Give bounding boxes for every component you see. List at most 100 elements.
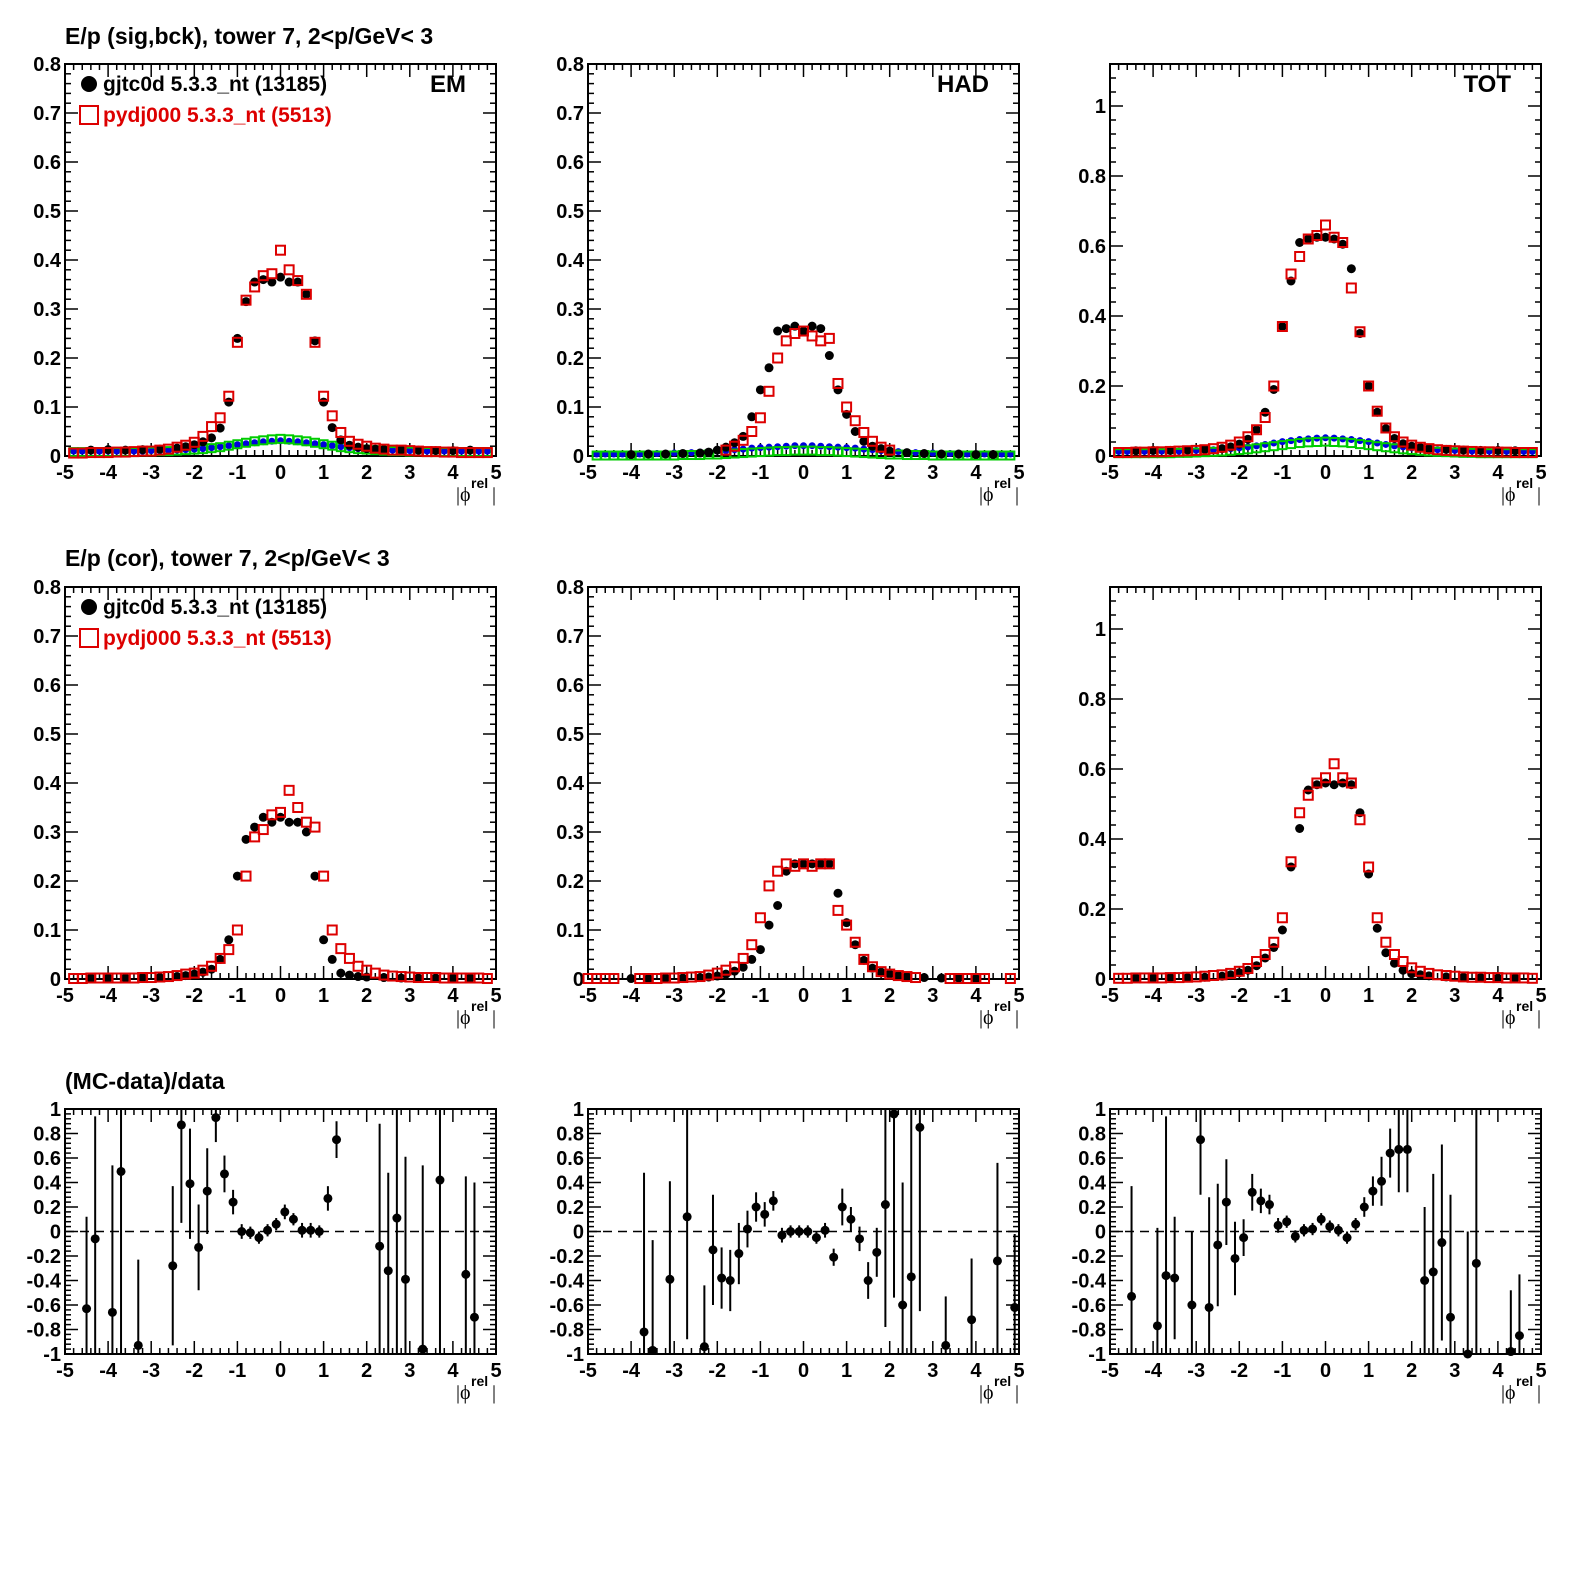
data-point xyxy=(461,1269,471,1279)
data-point xyxy=(712,445,722,455)
panel-sigbck-em: -5 -4 -3 -2 -1 0 1 2 3 4 5 0 0.1 0.2 0.3 0.4 0.5 0.6 0.7 0.… xyxy=(33,54,501,506)
data-point xyxy=(1320,772,1331,784)
data-point xyxy=(755,945,765,955)
data-point xyxy=(242,440,250,448)
data-point xyxy=(850,940,860,950)
data-point xyxy=(326,410,338,422)
data-point xyxy=(1385,1148,1395,1158)
y-tick-label: -0.2 xyxy=(27,1246,61,1268)
data-point xyxy=(318,390,330,402)
data-point xyxy=(742,1224,752,1234)
data-point xyxy=(1476,973,1486,983)
data-point xyxy=(130,447,138,455)
data-point xyxy=(859,436,869,446)
data-point xyxy=(954,449,964,459)
y-tick-label: -0.8 xyxy=(1072,1320,1106,1342)
y-tick-label: -1 xyxy=(43,1344,61,1366)
y-tick-label: 0.8 xyxy=(1078,1124,1106,1146)
series-mc xyxy=(1113,219,1538,458)
y-tick-label: 0.8 xyxy=(33,1124,61,1146)
x-axis-title-superscript: rel xyxy=(471,475,488,491)
y-tick-label: 1 xyxy=(1095,619,1106,641)
data-point xyxy=(1308,1224,1318,1234)
data-point xyxy=(936,449,946,459)
panel-sigbck-had: -5 -4 -3 -2 -1 0 1 2 3 4 5 0 0.1 0.2 0.3 0.4 0.5 0.6 0.7 0.… xyxy=(556,54,1024,506)
x-tick-label: -2 xyxy=(708,462,726,484)
y-tick-label: -0.6 xyxy=(27,1295,61,1317)
x-axis-title-bar: | xyxy=(1537,1382,1541,1404)
data-point xyxy=(406,447,414,455)
data-point xyxy=(245,1228,255,1238)
x-ticks xyxy=(1109,1109,1542,1354)
data-point xyxy=(747,954,757,964)
data-point xyxy=(292,275,304,287)
data-point xyxy=(164,446,172,454)
data-point xyxy=(643,974,653,984)
x-axis-title-bar: | xyxy=(1537,484,1541,506)
data-point xyxy=(233,441,241,449)
series-data xyxy=(639,1109,1020,1355)
x-tick-label: -4 xyxy=(1144,985,1163,1007)
data-point xyxy=(737,434,749,446)
panel-corner-label: TOT xyxy=(1463,71,1511,98)
legend-label-data: gjtc0d 5.3.3_nt (13185) xyxy=(103,73,327,96)
data-point xyxy=(337,443,345,451)
y-tick-label: 1 xyxy=(50,1099,61,1121)
x-tick-label: 2 xyxy=(361,1360,372,1382)
data-point xyxy=(418,1344,428,1354)
data-point xyxy=(90,1234,100,1244)
data-point xyxy=(1371,912,1383,924)
data-point xyxy=(936,973,946,983)
data-point xyxy=(803,1227,813,1236)
data-point xyxy=(224,935,234,945)
data-point xyxy=(1242,431,1254,443)
data-point xyxy=(284,277,294,287)
data-point xyxy=(1200,444,1210,454)
data-point xyxy=(894,448,902,456)
data-point xyxy=(846,1214,856,1224)
x-axis-title-bar: | xyxy=(492,1007,496,1029)
data-point xyxy=(1251,956,1263,967)
data-point xyxy=(335,943,347,955)
data-point xyxy=(1471,1258,1481,1268)
y-tick-label: 0.4 xyxy=(1078,1173,1107,1195)
data-point xyxy=(1346,264,1356,274)
data-point xyxy=(781,324,791,334)
y-tick-label: 0.8 xyxy=(33,577,61,599)
data-point xyxy=(1371,405,1383,417)
data-point xyxy=(773,901,783,910)
x-tick-label: 2 xyxy=(361,985,372,1007)
data-point xyxy=(448,973,458,983)
data-point xyxy=(639,1327,649,1337)
data-point xyxy=(1165,445,1175,455)
data-point xyxy=(1165,973,1175,983)
x-tick-label: -5 xyxy=(56,1360,74,1382)
data-point xyxy=(1183,973,1193,983)
x-tick-label: -2 xyxy=(1230,985,1248,1007)
y-tick-label: 0.5 xyxy=(33,724,61,746)
x-tick-label: -1 xyxy=(229,462,247,484)
data-point xyxy=(1252,425,1262,435)
data-point xyxy=(375,1241,385,1251)
data-point xyxy=(889,1109,899,1119)
data-point xyxy=(297,1225,307,1235)
data-point xyxy=(133,1340,143,1350)
data-point xyxy=(1359,1202,1369,1212)
x-tick-label: 4 xyxy=(970,985,982,1007)
y-tick-label: 0 xyxy=(50,446,61,468)
data-point xyxy=(310,871,320,881)
data-point xyxy=(431,446,441,456)
data-point xyxy=(799,326,808,336)
data-point xyxy=(413,973,423,983)
x-tick-label: -4 xyxy=(1144,462,1163,484)
data-point xyxy=(257,824,269,836)
data-point xyxy=(747,412,757,422)
x-ticks xyxy=(64,1109,497,1354)
x-tick-label: -3 xyxy=(1187,462,1205,484)
data-point xyxy=(768,1196,778,1206)
y-tick-label: 0.2 xyxy=(1078,376,1106,398)
data-point xyxy=(816,859,826,869)
data-point xyxy=(1526,447,1538,458)
y-tick-label: 0.2 xyxy=(1078,1197,1106,1219)
data-point xyxy=(626,450,636,460)
